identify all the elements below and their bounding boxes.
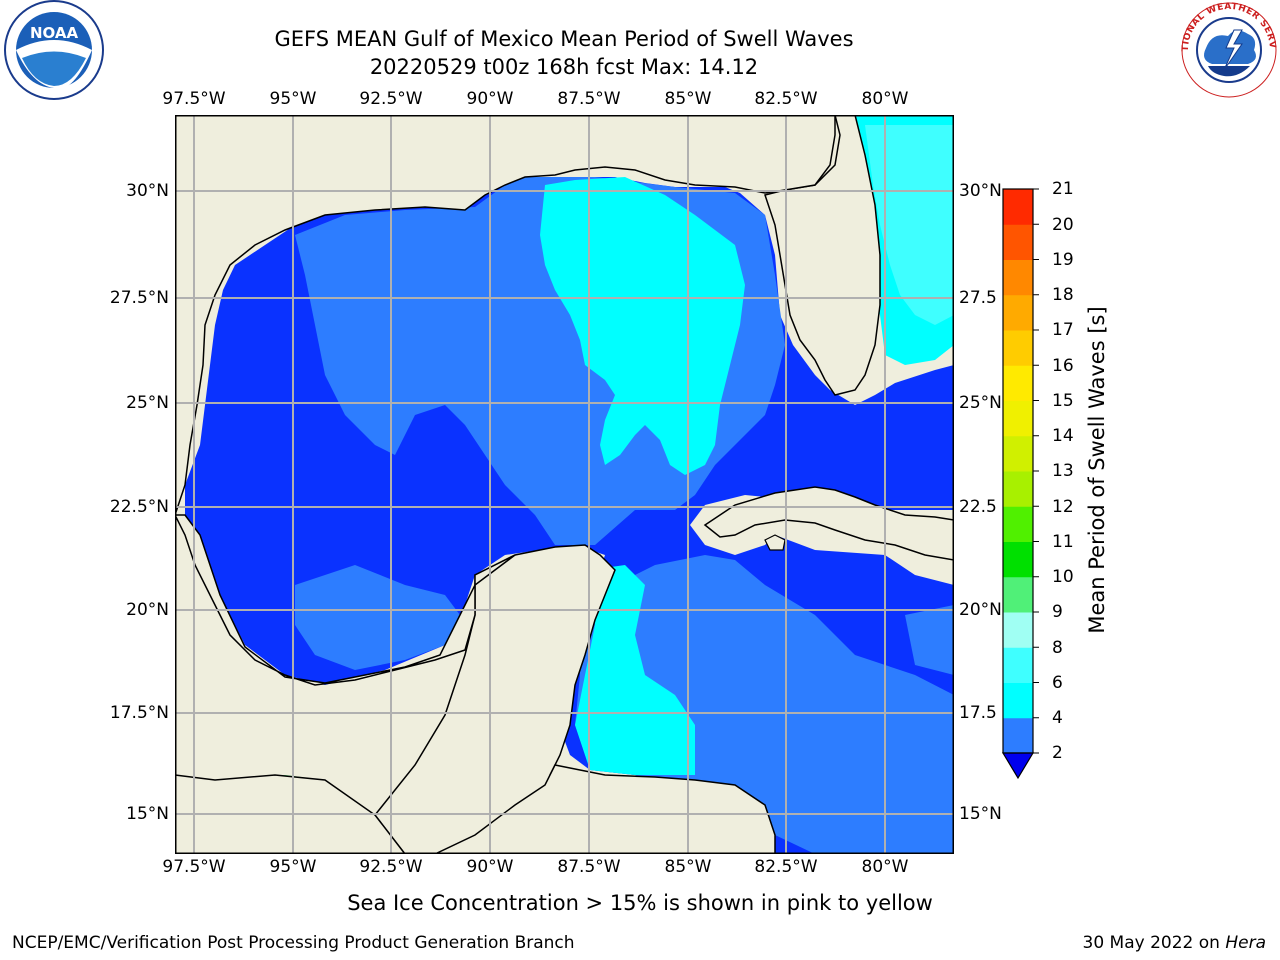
lat-label-left: 25°N	[126, 393, 169, 413]
colorbar-tick: 8	[1052, 638, 1063, 658]
colorbar-tick: 19	[1052, 250, 1074, 270]
colorbar-svg	[1001, 188, 1039, 780]
lon-label-top: 82.5°W	[754, 89, 818, 109]
colorbar-tick: 15	[1052, 391, 1074, 411]
colorbar-extension	[1001, 752, 1035, 780]
footer-credit: NCEP/EMC/Verification Post Processing Pr…	[12, 933, 575, 953]
lon-label-bottom: 95°W	[269, 857, 317, 877]
lat-label-right: 25°N	[959, 393, 1002, 413]
colorbar-tick: 18	[1052, 285, 1074, 305]
colorbar-tick: 16	[1052, 356, 1074, 376]
colorbar-segment	[1003, 259, 1033, 296]
gulf-water-cyan	[575, 565, 695, 775]
lon-label-bottom: 92.5°W	[359, 857, 423, 877]
lon-label-bottom: 97.5°W	[162, 857, 226, 877]
footer-date: 30 May 2022 on Hera	[1083, 933, 1267, 953]
map-panel	[175, 115, 954, 854]
colorbar-segment	[1003, 682, 1033, 719]
lat-label-right: 30°N	[959, 181, 1002, 201]
colorbar-segment	[1003, 294, 1033, 331]
lat-label-left: 30°N	[126, 181, 169, 201]
map-border	[175, 115, 954, 854]
nws-logo: NATIONAL WEATHER SERVICE	[1174, 0, 1280, 104]
colorbar-tick: 9	[1052, 602, 1063, 622]
lat-label-left: 27.5°N	[109, 288, 169, 308]
colorbar-label: Mean Period of Swell Waves [s]	[1085, 306, 1109, 634]
colorbar-segment	[1003, 224, 1033, 260]
footer-host: Hera	[1225, 933, 1266, 953]
lon-label-bottom: 80°W	[861, 857, 909, 877]
lat-label-right: 15°N	[959, 804, 1002, 824]
colorbar-segment	[1003, 717, 1033, 754]
colorbar-tick: 2	[1052, 743, 1063, 763]
chart-subtitle: 20220529 t00z 168h fcst Max: 14.12	[369, 55, 759, 79]
colorbar-tick: 4	[1052, 708, 1063, 728]
jamaica-land	[764, 534, 786, 551]
map-svg	[175, 115, 954, 854]
colorbar-segment	[1003, 541, 1033, 578]
colorbar-segment	[1003, 189, 1033, 225]
colorbar-tick: 14	[1052, 426, 1074, 446]
cuba-land	[703, 486, 954, 561]
footer-date-text: 30 May 2022 on	[1082, 933, 1226, 953]
colorbar-tick: 12	[1052, 497, 1074, 517]
lon-label-top: 97.5°W	[162, 89, 226, 109]
lat-label-left: 17.5°N	[109, 703, 169, 723]
lon-label-bottom: 82.5°W	[754, 857, 818, 877]
lat-label-right: 27.5	[959, 288, 997, 308]
colorbar-tick: 10	[1052, 567, 1074, 587]
lon-label-bottom: 90°W	[466, 857, 514, 877]
sea-ice-note-text: Sea Ice Concentration > 15% is shown in …	[347, 891, 933, 915]
atlantic-water-light	[865, 125, 954, 325]
lon-label-top: 85°W	[664, 89, 712, 109]
colorbar-segment	[1003, 506, 1033, 542]
colorbar-segment	[1003, 400, 1033, 437]
gulf-water-medium	[295, 565, 460, 670]
noaa-logo: NOAA	[2, 0, 106, 108]
colorbar-tick: 20	[1052, 215, 1074, 235]
colorbar-segment	[1003, 647, 1033, 683]
lon-label-top: 92.5°W	[359, 89, 423, 109]
chart-title: GEFS MEAN Gulf of Mexico Mean Period of …	[274, 27, 854, 51]
yucatan-land	[374, 544, 616, 854]
lat-label-left: 20°N	[126, 600, 169, 620]
lon-label-top: 95°W	[269, 89, 317, 109]
colorbar-segment	[1003, 576, 1033, 613]
noaa-logo-text: NOAA	[30, 24, 79, 42]
colorbar-segment	[1003, 471, 1033, 507]
lat-label-right: 20°N	[959, 600, 1002, 620]
lat-label-left: 15°N	[126, 804, 169, 824]
sea-ice-note: Sea Ice Concentration > 15% is shown in …	[0, 891, 1280, 915]
colorbar-segment	[1003, 612, 1033, 648]
lat-label-right: 22.5	[959, 497, 997, 517]
lat-label-right: 17.5	[959, 703, 997, 723]
gulf-water-cyan	[540, 177, 745, 475]
lon-label-top: 80°W	[861, 89, 909, 109]
mexico-land	[175, 514, 516, 854]
colorbar	[1000, 185, 1046, 789]
colorbar-tick: 17	[1052, 320, 1074, 340]
colorbar-segment	[1003, 435, 1033, 472]
lon-label-bottom: 85°W	[664, 857, 712, 877]
lon-label-top: 90°W	[466, 89, 514, 109]
lon-label-top: 87.5°W	[557, 89, 621, 109]
colorbar-tick: 13	[1052, 461, 1074, 481]
florida-land	[764, 115, 881, 396]
map-gridlines	[175, 115, 954, 854]
gulf-water-medium	[905, 605, 954, 675]
colorbar-segment	[1003, 330, 1033, 366]
colorbar-tick: 21	[1052, 179, 1074, 199]
colorbar-tick: 11	[1052, 532, 1074, 552]
lat-label-left: 22.5°N	[109, 497, 169, 517]
colorbar-segment	[1003, 365, 1033, 401]
colorbar-tick: 6	[1052, 673, 1063, 693]
lon-label-bottom: 87.5°W	[557, 857, 621, 877]
